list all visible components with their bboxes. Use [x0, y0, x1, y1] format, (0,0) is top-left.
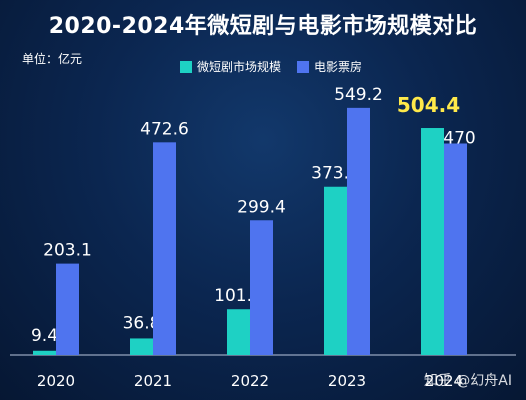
- chart-title: 2020-2024年微短剧与电影市场规模对比: [48, 14, 478, 39]
- value-label-short-drama-2020: 9.4: [31, 326, 58, 346]
- x-tick-label-2021: 2021: [134, 372, 172, 390]
- value-label-box-office-2022: 299.4: [237, 197, 286, 217]
- bar-short-drama-2021: [130, 338, 153, 355]
- bar-short-drama-2023: [324, 186, 347, 355]
- x-tick-label-2022: 2022: [231, 372, 269, 390]
- bar-box-office-2024: [444, 143, 467, 355]
- legend-item-short-drama: 微短剧市场规模: [180, 58, 281, 75]
- legend-label-box-office: 电影票房: [314, 60, 363, 74]
- bar-short-drama-2022: [227, 309, 250, 355]
- value-label-box-office-2021: 472.6: [140, 119, 189, 139]
- unit-label: 单位：亿元: [22, 52, 83, 66]
- legend-swatch-box-office: [297, 60, 310, 73]
- bar-box-office-2022: [250, 220, 273, 355]
- value-label-short-drama-2024: 504.4: [397, 93, 460, 117]
- legend-swatch-short-drama: [180, 60, 192, 73]
- bar-short-drama-2024: [421, 128, 444, 355]
- value-label-box-office-2024: 470: [443, 129, 475, 149]
- bar-box-office-2023: [347, 107, 370, 355]
- legend-label-short-drama: 微短剧市场规模: [197, 60, 282, 74]
- x-tick-label-2020: 2020: [37, 372, 75, 390]
- bar-box-office-2021: [153, 142, 176, 355]
- x-tick-label-2024: 2024: [425, 372, 463, 390]
- bar-short-drama-2020: [33, 350, 56, 355]
- watermark: 知乎 @幻舟AI: [423, 373, 512, 389]
- bar-box-office-2020: [56, 263, 79, 355]
- x-tick-label-2023: 2023: [328, 372, 366, 390]
- legend: 微短剧市场规模 电影票房: [180, 58, 378, 75]
- legend-item-box-office: 电影票房: [297, 58, 362, 75]
- value-label-box-office-2023: 549.2: [334, 85, 383, 105]
- value-label-box-office-2020: 203.1: [43, 241, 92, 261]
- value-label-short-drama-2021: 36.8: [123, 313, 161, 333]
